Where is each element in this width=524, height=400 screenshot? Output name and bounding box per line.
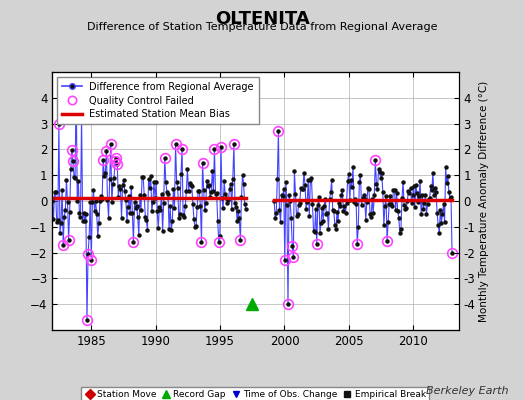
Text: Berkeley Earth: Berkeley Earth — [426, 386, 508, 396]
Text: OLTENITA: OLTENITA — [215, 10, 309, 28]
Legend: Station Move, Record Gap, Time of Obs. Change, Empirical Break: Station Move, Record Gap, Time of Obs. C… — [82, 387, 429, 400]
Text: Difference of Station Temperature Data from Regional Average: Difference of Station Temperature Data f… — [87, 22, 437, 32]
Y-axis label: Monthly Temperature Anomaly Difference (°C): Monthly Temperature Anomaly Difference (… — [479, 80, 489, 322]
